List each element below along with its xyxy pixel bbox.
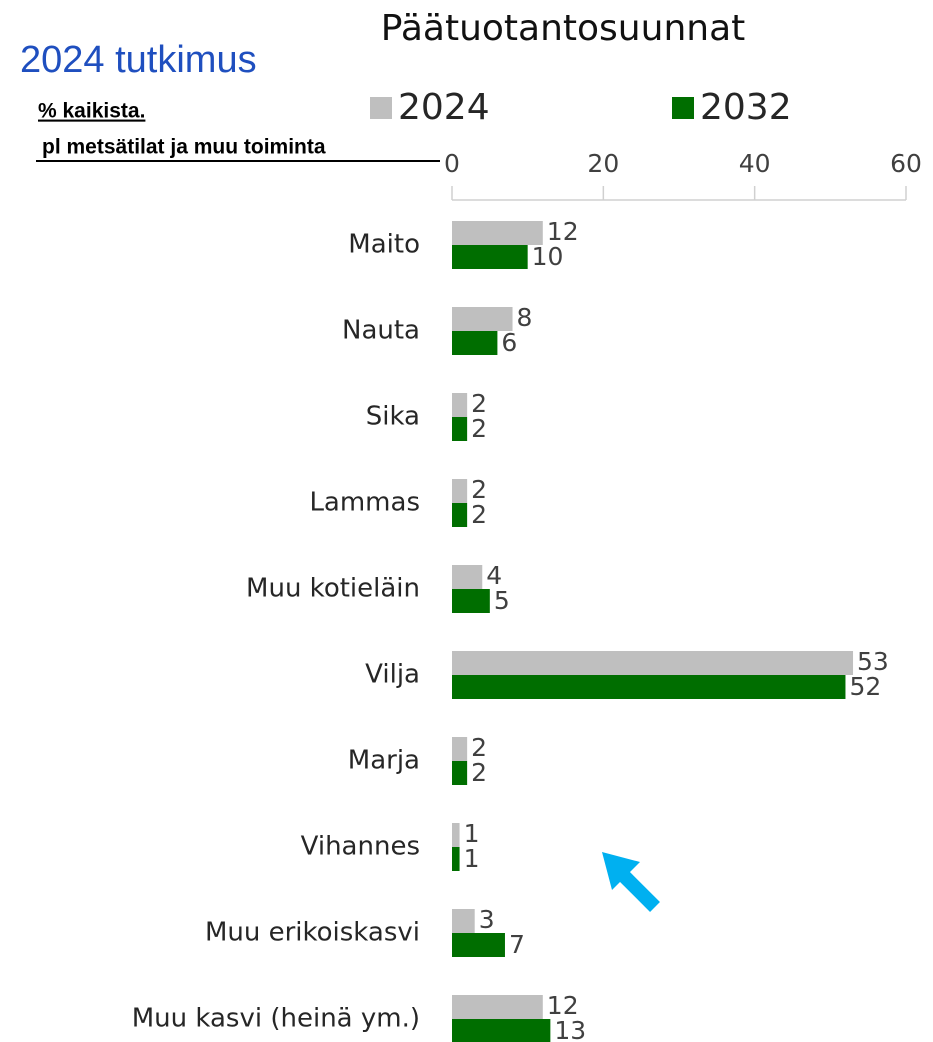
x-tick-label: 40 [739, 149, 771, 178]
bar [452, 737, 468, 761]
bar [452, 651, 854, 675]
legend-swatch [672, 97, 694, 119]
data-label: 12 [547, 991, 579, 1020]
bar [452, 847, 460, 871]
x-tick-label: 20 [587, 149, 619, 178]
data-label: 6 [501, 328, 517, 357]
y-tick-label: Vilja [365, 660, 420, 690]
y-tick-label: Muu kotieläin [246, 574, 420, 604]
y-tick-label: Marja [348, 746, 420, 776]
bar [452, 1019, 551, 1042]
chart-title: Päätuotantosuunnat [381, 8, 746, 49]
bar [452, 393, 468, 417]
bar [452, 589, 490, 613]
bar [452, 675, 846, 699]
bar [452, 995, 543, 1019]
y-tick-label: Sika [366, 402, 420, 432]
y-tick-label: Maito [348, 230, 420, 260]
legend-label: 2024 [398, 87, 490, 128]
data-label: 13 [554, 1016, 586, 1042]
arrow [602, 852, 660, 912]
data-label: 53 [857, 647, 889, 676]
data-label: 8 [517, 303, 533, 332]
bar [452, 331, 498, 355]
data-label: 2 [471, 733, 487, 762]
data-label: 3 [479, 905, 495, 934]
data-label: 1 [464, 819, 480, 848]
bar [452, 823, 460, 847]
y-tick-label: Vihannes [301, 832, 420, 862]
bar [452, 417, 468, 441]
bar [452, 479, 468, 503]
y-tick-label: Muu erikoiskasvi [205, 918, 420, 948]
data-label: 2 [471, 414, 487, 443]
data-label: 1 [464, 844, 480, 873]
subtitle: % kaikista. [38, 100, 145, 123]
data-label: 10 [532, 242, 564, 271]
bar [452, 221, 543, 245]
y-tick-label: Lammas [309, 488, 420, 518]
legend-label: 2032 [700, 87, 792, 128]
data-label: 12 [547, 217, 579, 246]
data-label: 4 [486, 561, 502, 590]
bar [452, 565, 483, 589]
x-tick-label: 0 [444, 149, 460, 178]
bar [452, 909, 475, 933]
bar [452, 933, 505, 957]
data-label: 2 [471, 475, 487, 504]
data-label: 5 [494, 586, 510, 615]
subtitle: pl metsätilat ja muu toiminta [42, 136, 326, 159]
bar [452, 245, 528, 269]
data-label: 2 [471, 500, 487, 529]
x-tick-label: 60 [890, 149, 922, 178]
bar [452, 503, 468, 527]
header: 2024 tutkimus [20, 39, 257, 81]
y-tick-label: Muu kasvi (heinä ym.) [132, 1004, 420, 1034]
bar [452, 761, 468, 785]
data-label: 2 [471, 389, 487, 418]
bar [452, 307, 513, 331]
data-label: 52 [849, 672, 881, 701]
legend-swatch [370, 97, 392, 119]
data-label: 7 [509, 930, 525, 959]
y-tick-label: Nauta [342, 316, 420, 346]
data-label: 2 [471, 758, 487, 787]
